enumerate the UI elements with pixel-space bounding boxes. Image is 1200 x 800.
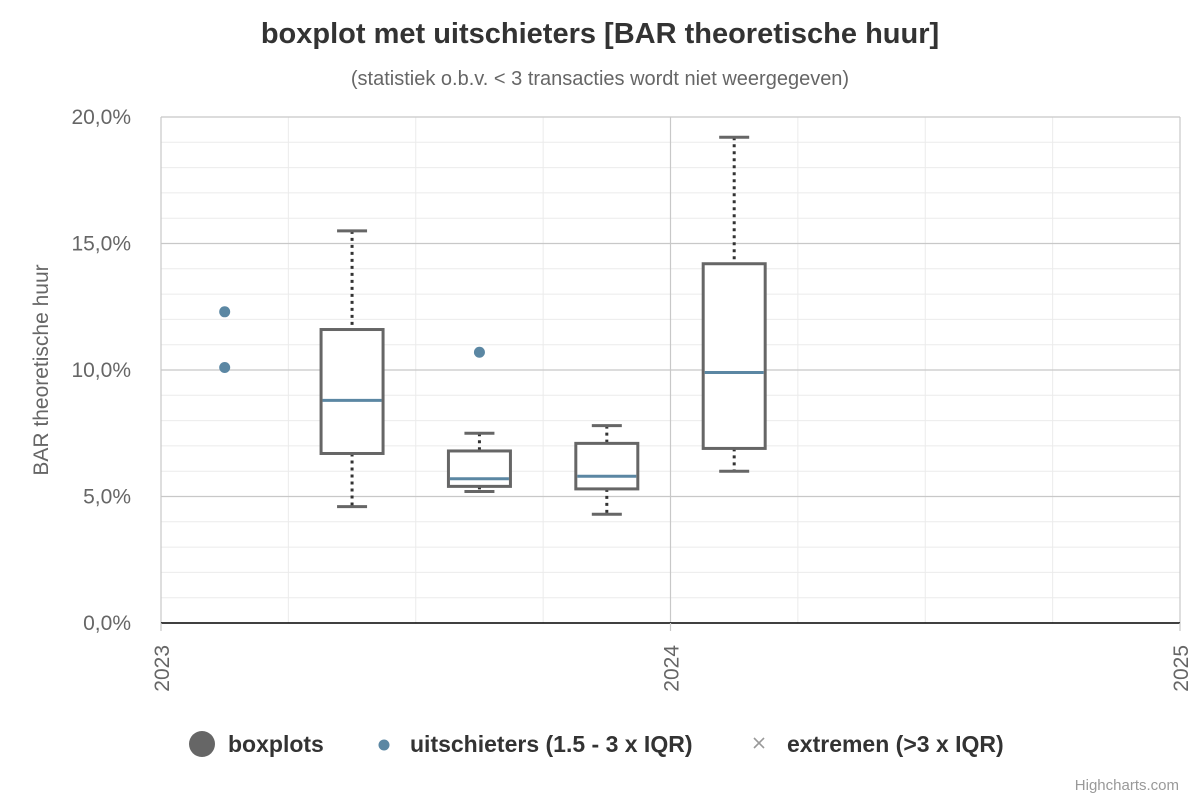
outlier-point	[219, 361, 231, 373]
outlier-series	[219, 306, 485, 373]
y-tick-label: 0,0%	[83, 612, 131, 635]
plot-grid	[160, 116, 1181, 624]
box-iqr	[574, 441, 640, 491]
box-iqr	[319, 328, 385, 455]
chart-subtitle: (statistiek o.b.v. < 3 transacties wordt…	[351, 68, 849, 90]
chart-title: boxplot met uitschieters [BAR theoretisc…	[261, 18, 939, 50]
x-tick-label: 2024	[661, 645, 684, 692]
legend-item-boxplots[interactable]: boxplots	[189, 731, 324, 757]
y-tick-label: 5,0%	[83, 486, 131, 509]
y-tick-label: 20,0%	[71, 106, 131, 129]
y-axis: 0,0% 5,0% 10,0% 15,0% 20,0%	[71, 106, 131, 635]
legend-item-extremes[interactable]: extremen (>3 x IQR)	[753, 731, 1004, 757]
box-iqr	[701, 262, 767, 450]
y-tick-label: 15,0%	[71, 233, 131, 256]
y-axis-title: BAR theoretische huur	[30, 264, 53, 475]
x-tick-label: 2023	[151, 645, 174, 692]
legend-outliers-symbol	[378, 739, 390, 751]
y-tick-label: 10,0%	[71, 359, 131, 382]
boxplot-2	[446, 431, 512, 493]
boxplot-3	[574, 424, 640, 516]
x-tick-label: 2025	[1170, 645, 1193, 692]
x-axis: 2023 2024 2025	[151, 623, 1193, 692]
box-iqr	[446, 449, 512, 488]
legend-extremes-symbol	[753, 737, 765, 749]
legend-item-outliers[interactable]: uitschieters (1.5 - 3 x IQR)	[378, 731, 693, 757]
outlier-point	[219, 306, 231, 318]
legend-boxplots-symbol	[189, 731, 215, 757]
legend: boxplots uitschieters (1.5 - 3 x IQR) ex…	[189, 731, 1004, 757]
legend-outliers-label: uitschieters (1.5 - 3 x IQR)	[410, 731, 692, 757]
boxplot-4	[701, 135, 767, 473]
legend-extremes-label: extremen (>3 x IQR)	[787, 731, 1004, 757]
boxplot-series	[319, 135, 767, 516]
boxplot-1	[319, 229, 385, 509]
legend-boxplots-label: boxplots	[228, 731, 324, 757]
credits-link[interactable]: Highcharts.com	[1075, 777, 1179, 794]
outlier-point	[473, 346, 485, 358]
